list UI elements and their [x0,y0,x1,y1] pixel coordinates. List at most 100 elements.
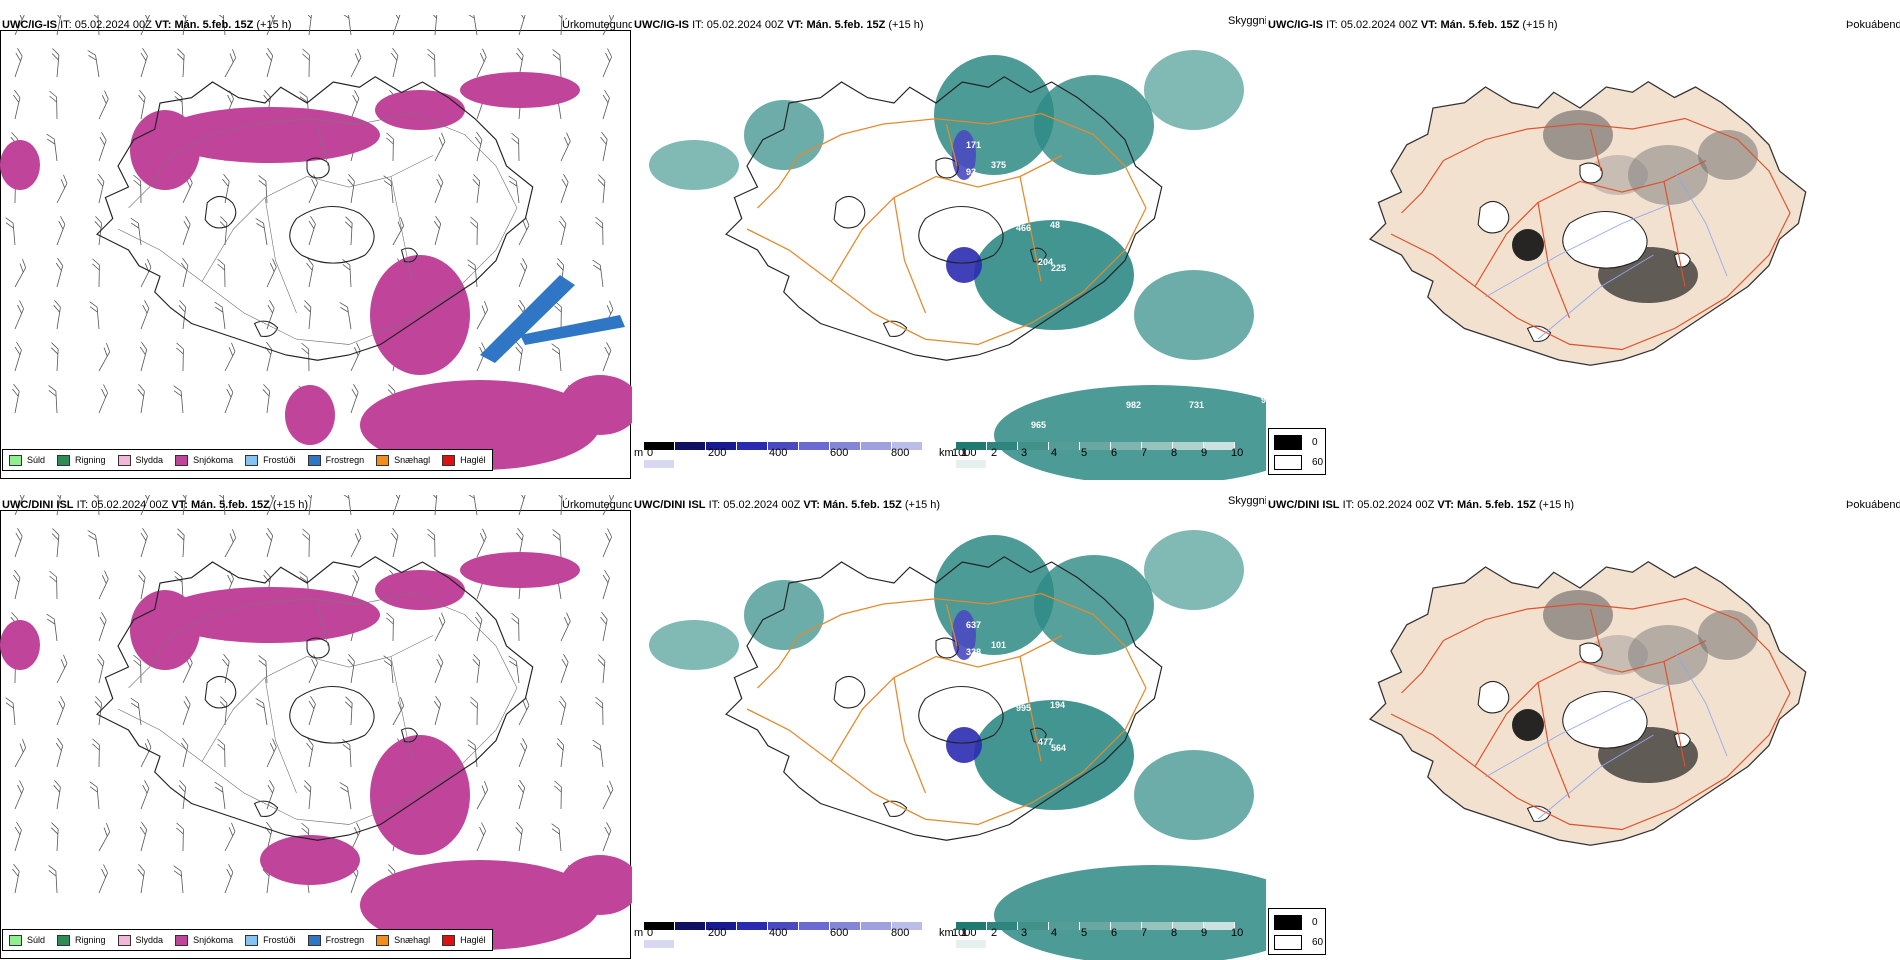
fog-panel: UWC/IG-IS IT: 05.02.2024 00Z VT: Mán. 5.… [1268,15,1900,480]
legend-swatch [442,455,455,466]
cloud-base-label: 306 [864,243,879,253]
cloud-base-label: 33 [864,723,874,733]
legend-swatch [57,935,70,946]
precip-panel: UWC/IG-IS IT: 05.02.2024 00Z VT: Mán. 5.… [0,15,632,480]
precip-legend-item: Snjókoma [175,455,233,466]
cloud-base-label: 375 [991,160,1006,170]
vis-colorbar-tick: 7 [1141,447,1147,459]
precip-legend-item: Frostúði [245,935,296,946]
legend-swatch [376,455,389,466]
cloud-base-label: 982 [1126,400,1141,410]
vis-colorbar-tick: 7 [1141,927,1147,939]
visibility-map [634,15,1266,480]
cloud-base-label: 207 [971,717,986,727]
cloud-base-label: 194 [1050,700,1065,710]
cloud-base-label: 180 [971,237,986,247]
vis-colorbar-tick: 3 [1021,447,1027,459]
cloud-base-label: 965 [1031,420,1046,430]
visibility-panel: UWC/DINI ISL IT: 05.02.2024 00Z VT: Mán.… [634,495,1266,960]
vis-colorbar-tick: 4 [1051,927,1057,939]
cloud-colorbar-tick: 200 [708,447,726,459]
cloud-base-label: 48 [1050,220,1060,230]
vis-colorbar-tick: 5 [1081,927,1087,939]
precip-map [0,15,632,480]
precip-legend-item: Snjókoma [175,935,233,946]
visibility-header: UWC/DINI ISL IT: 05.02.2024 00Z VT: Mán.… [634,499,940,511]
visibility-map [634,495,1266,960]
panel-title-visibility: Skyggni [1228,15,1266,27]
legend-swatch [376,935,389,946]
precip-legend-item: Haglél [442,455,486,466]
legend-swatch [9,935,22,946]
legend-swatch [308,455,321,466]
cloud-base-label: 32 [986,193,996,203]
precip-map [0,495,632,960]
panel-title-fog: Þokuábendi [1846,499,1900,511]
cloud-colorbar-tick: 600 [830,927,848,939]
panel-title-visibility: Skyggni [1228,495,1266,507]
precip-legend-item: Slydda [118,935,164,946]
vis-colorbar-tick: 10 [1231,447,1243,459]
vis-colorbar-tick: 8 [1171,927,1177,939]
precip-header: UWC/IG-IS IT: 05.02.2024 00Z VT: Mán. 5.… [2,19,292,31]
fog-header: UWC/IG-IS IT: 05.02.2024 00Z VT: Mán. 5.… [1268,19,1558,31]
legend-swatch [175,935,188,946]
precip-legend-item: Frostregn [308,455,365,466]
precip-legend-item: Súld [9,935,45,946]
vis-colorbar-tick: 5 [1081,447,1087,459]
vis-colorbar-tick: 1 [961,447,967,459]
fog-header: UWC/DINI ISL IT: 05.02.2024 00Z VT: Mán.… [1268,499,1574,511]
cloud-base-label: 253 [986,673,1001,683]
legend-swatch [118,455,131,466]
panel-title-precip: Úrkomutegund [562,499,632,511]
vis-colorbar-tick: 8 [1171,447,1177,459]
cloud-colorbar-tick: 0 [647,927,653,939]
cloud-base-label: 980 [1074,817,1089,827]
vis-colorbar-tick: 9 [1201,447,1207,459]
cloud-base-label: 564 [1051,743,1066,753]
vis-colorbar-tick: 2 [991,927,997,939]
legend-swatch [57,455,70,466]
vis-colorbar-tick: 10 [1231,927,1243,939]
precip-legend-item: Haglél [442,935,486,946]
precip-legend-item: Rigning [57,935,106,946]
cloud-colorbar-tick: 200 [708,927,726,939]
legend-swatch [118,935,131,946]
cloud-colorbar-tick: 400 [769,927,787,939]
visibility-panel: UWC/IG-IS IT: 05.02.2024 00Z VT: Mán. 5.… [634,15,1266,480]
panel-title-fog: Þokuábendi [1846,19,1900,31]
panel-title-precip: Úrkomutegund [562,19,632,31]
legend-swatch [442,935,455,946]
cloud-base-label: 731 [1189,400,1204,410]
vis-colorbar-tick: 6 [1111,927,1117,939]
legend-swatch [245,455,258,466]
cloud-base-label: 93 [966,167,976,177]
precip-legend-item: Frostúði [245,455,296,466]
cloud-colorbar-tick: 600 [830,447,848,459]
fog-map [1268,495,1900,960]
cloud-colorbar-tick: 800 [891,447,909,459]
visibility-header: UWC/IG-IS IT: 05.02.2024 00Z VT: Mán. 5.… [634,19,924,31]
vis-colorbar-tick: 9 [1201,927,1207,939]
vis-colorbar-unit: km [939,447,954,459]
precip-legend-item: Snæhagl [376,935,430,946]
cloud-base-label: 328 [966,647,981,657]
cloud-base-label: 101 [991,640,1006,650]
cloud-colorbar-unit: m [634,447,643,459]
fog-map [1268,15,1900,480]
cloud-base-label: 995 [1016,703,1031,713]
vis-colorbar-tick: 3 [1021,927,1027,939]
precip-legend-item: Slydda [118,455,164,466]
precip-legend-item: Rigning [57,455,106,466]
cloud-colorbar-tick: 0 [647,447,653,459]
cloud-base-label: 466 [1016,223,1031,233]
cloud-base-label: 171 [966,140,981,150]
legend-swatch [245,935,258,946]
cloud-base-label: 225 [1051,263,1066,273]
